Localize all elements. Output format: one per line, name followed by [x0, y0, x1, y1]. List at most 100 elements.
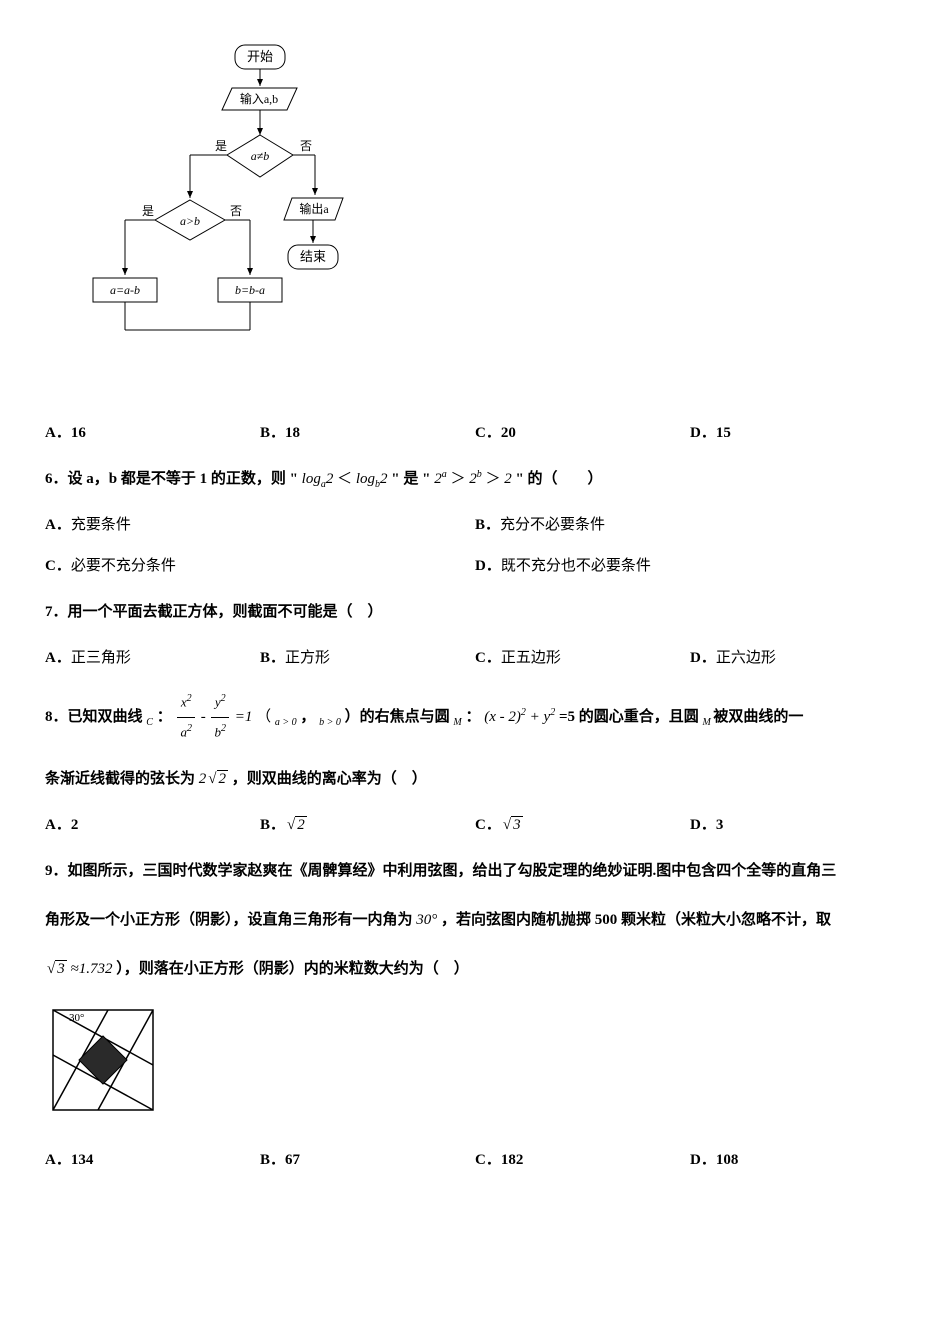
opt-val: 108 [716, 1152, 739, 1168]
q9-line3: 3 ≈1.732 ），则落在小正方形（阴影）内的米粒数大约为（ ） [45, 953, 905, 986]
opt-label: C． [475, 650, 501, 666]
sup: 2 [221, 693, 226, 704]
flow-input: 输入a,b [240, 91, 278, 106]
opt-text: 必要不充分条件 [71, 558, 176, 574]
angle-label: 30° [69, 1012, 84, 1024]
two: 2 [434, 471, 442, 487]
q8-line2-pre: 条渐近线截得的弦长为 [45, 771, 195, 787]
q6-opt-d: D．既不充分也不必要条件 [475, 553, 905, 580]
opt-val: 2 [71, 817, 79, 833]
q8-stem-line1: 8．已知双曲线 C ： x2 a2 - y2 b2 =1 （ a > 0 ， b… [45, 688, 905, 747]
flow-cond1: a≠b [251, 149, 270, 163]
log2: log [356, 471, 375, 487]
opt-label: B． [260, 650, 285, 666]
opt-label: D． [690, 650, 716, 666]
sup-b: b [477, 469, 482, 480]
opt-val: 15 [716, 425, 731, 441]
circle-m: M [453, 717, 461, 728]
opt-label: C． [45, 558, 71, 574]
eq5: =5 的圆心重合，且圆 [559, 709, 699, 725]
q6-options-row1: A．充要条件 B．充分不必要条件 [45, 512, 905, 539]
q8-stem-line2: 条渐近线截得的弦长为 22 ，则双曲线的离心率为（ ） [45, 763, 905, 796]
q8-options: A．2 B．2 C．3 D．3 [45, 812, 905, 839]
flow-no-1: 否 [300, 139, 312, 153]
circle-eq: (x - 2) [484, 709, 521, 725]
opt-label: A． [45, 425, 71, 441]
log1: log [302, 471, 321, 487]
opt-label: B． [260, 817, 285, 833]
frac1: x2 a2 [177, 688, 195, 747]
opt-label: A． [45, 817, 71, 833]
q9-line1: 9．如图所示，三国时代数学家赵爽在《周髀算经》中利用弦图，给出了勾股定理的绝妙证… [45, 855, 905, 888]
opt-label: D． [690, 1152, 716, 1168]
q5-opt-b: B．18 [260, 420, 475, 447]
q6-mid: " 是 " [391, 471, 430, 487]
q9-opt-a: A．134 [45, 1147, 260, 1174]
sqrt: 2 [285, 812, 307, 839]
q6-post: " 的（ ） [515, 471, 602, 487]
opt-label: A． [45, 517, 71, 533]
opt-label: C． [475, 1152, 501, 1168]
two: 2 [469, 471, 477, 487]
curve-c: C [146, 717, 153, 728]
q7-stem: 7．用一个平面去截正方体，则截面不可能是（ ） [45, 596, 905, 629]
eq: =1 [235, 709, 253, 725]
opt-label: D． [690, 817, 716, 833]
opt-label: C． [475, 425, 501, 441]
xian-svg: 30° [45, 1002, 165, 1122]
q8-pre: 8．已知双曲线 [45, 709, 143, 725]
b-gt-0: b > 0 [319, 717, 341, 728]
flowchart-diagram: 开始 输入a,b a≠b 是 否 输出a 结束 a>b 是 否 [75, 40, 905, 385]
approx: ≈1.732 [70, 961, 112, 977]
q5-opt-d: D．15 [690, 420, 905, 447]
q6-options-row2: C．必要不充分条件 D．既不充分也不必要条件 [45, 553, 905, 580]
two: 2 [326, 471, 334, 487]
flow-cond2: a>b [180, 214, 200, 228]
opt-text: 充要条件 [71, 517, 131, 533]
circle-m2: M [703, 717, 714, 728]
opt-label: B． [260, 425, 285, 441]
opt-label: D． [690, 425, 716, 441]
sqrt3: 3 [45, 953, 67, 986]
flow-start: 开始 [247, 49, 273, 64]
q9-opt-c: C．182 [475, 1147, 690, 1174]
q9-post: ，若向弦图内随机抛掷 500 颗米粒（米粒大小忽略不计，取 [441, 912, 831, 928]
opt-val: 3 [716, 817, 724, 833]
xian-diagram: 30° [45, 1002, 905, 1127]
q9-options: A．134 B．67 C．182 D．108 [45, 1147, 905, 1174]
opt-label: B． [260, 1152, 285, 1168]
q9-opt-d: D．108 [690, 1147, 905, 1174]
sqrt2: 2 [206, 763, 228, 796]
q7-opt-a: A．正三角形 [45, 645, 260, 672]
opt-text: 既不充分也不必要条件 [501, 558, 651, 574]
colon: ： [157, 709, 172, 725]
opt-text: 充分不必要条件 [500, 517, 605, 533]
two: 2 [380, 471, 388, 487]
flow-end: 结束 [300, 249, 326, 264]
sup: 2 [221, 723, 226, 734]
opt-label: B． [475, 517, 500, 533]
comma: ， [300, 709, 315, 725]
opt-label: A． [45, 1152, 71, 1168]
minus: - [201, 709, 210, 725]
radicand: 3 [55, 960, 67, 977]
q5-opt-c: C．20 [475, 420, 690, 447]
gt: ＞ [450, 471, 465, 487]
opt-val: 134 [71, 1152, 94, 1168]
q8-mid: 被双曲线的一 [713, 709, 803, 725]
sup: 2 [187, 693, 192, 704]
opt-text: 正三角形 [71, 650, 131, 666]
q7-opt-d: D．正六边形 [690, 645, 905, 672]
q8-opt-a: A．2 [45, 812, 260, 839]
opt-text: 正六边形 [716, 650, 776, 666]
sup: 2 [521, 707, 526, 718]
flowchart-svg: 开始 输入a,b a≠b 是 否 输出a 结束 a>b 是 否 [75, 40, 355, 380]
sup-a: a [442, 469, 447, 480]
opt-val: 67 [285, 1152, 300, 1168]
q6-stem: 6．设 a，b 都是不等于 1 的正数，则 " loga2 ＜ logb2 " … [45, 463, 905, 496]
q9-pre: 角形及一个小正方形（阴影），设直角三角形有一内角为 [45, 912, 413, 928]
q7-options: A．正三角形 B．正方形 C．正五边形 D．正六边形 [45, 645, 905, 672]
q5-opt-a: A．16 [45, 420, 260, 447]
q6-opt-a: A．充要条件 [45, 512, 475, 539]
sup: 2 [187, 723, 192, 734]
